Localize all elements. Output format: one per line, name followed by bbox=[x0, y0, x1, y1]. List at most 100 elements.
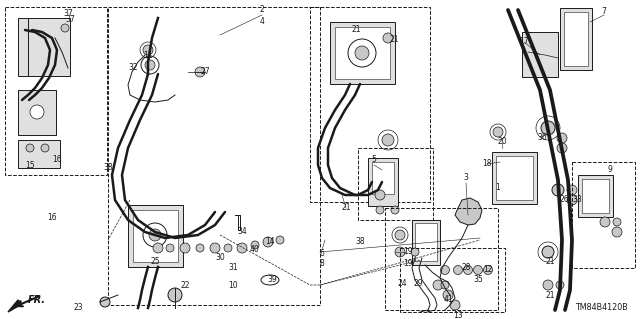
Text: 7: 7 bbox=[602, 8, 607, 17]
Text: 27: 27 bbox=[200, 68, 210, 77]
Text: 22: 22 bbox=[180, 280, 189, 290]
Text: 13: 13 bbox=[453, 311, 463, 319]
Bar bbox=[108, 7, 320, 305]
Text: TM84B4120B: TM84B4120B bbox=[575, 303, 628, 312]
Text: 6: 6 bbox=[319, 249, 324, 257]
Circle shape bbox=[474, 265, 483, 275]
Circle shape bbox=[251, 241, 259, 249]
Circle shape bbox=[613, 218, 621, 226]
Text: 18: 18 bbox=[483, 160, 492, 168]
Bar bbox=[385, 208, 498, 310]
Text: 4: 4 bbox=[260, 18, 264, 26]
Text: 11: 11 bbox=[143, 50, 153, 60]
Circle shape bbox=[224, 244, 232, 252]
Circle shape bbox=[375, 190, 385, 200]
Circle shape bbox=[143, 45, 153, 55]
Text: 32: 32 bbox=[128, 63, 138, 72]
Text: 12: 12 bbox=[483, 265, 493, 275]
Text: 21: 21 bbox=[389, 35, 399, 44]
Text: 29: 29 bbox=[413, 279, 423, 288]
Circle shape bbox=[355, 46, 369, 60]
Circle shape bbox=[600, 217, 610, 227]
Polygon shape bbox=[455, 198, 482, 225]
Text: 38: 38 bbox=[103, 164, 113, 173]
Bar bbox=[368, 158, 398, 206]
Circle shape bbox=[450, 300, 460, 310]
Text: 34: 34 bbox=[237, 227, 247, 236]
Circle shape bbox=[443, 290, 453, 300]
Circle shape bbox=[153, 243, 163, 253]
Circle shape bbox=[30, 105, 44, 119]
Text: 23: 23 bbox=[73, 303, 83, 313]
Circle shape bbox=[61, 24, 69, 32]
Bar bbox=[133, 210, 178, 262]
Text: 21: 21 bbox=[341, 204, 351, 212]
Text: 16: 16 bbox=[47, 213, 57, 222]
Bar bbox=[18, 18, 70, 76]
Circle shape bbox=[441, 281, 449, 289]
Text: 36: 36 bbox=[537, 132, 547, 142]
Bar bbox=[412, 220, 440, 265]
Circle shape bbox=[557, 143, 567, 153]
Circle shape bbox=[100, 297, 110, 307]
Text: 17: 17 bbox=[519, 38, 529, 47]
Bar bbox=[5, 7, 107, 175]
Bar bbox=[400, 248, 505, 312]
Circle shape bbox=[395, 230, 405, 240]
Text: 26: 26 bbox=[559, 196, 569, 204]
Bar bbox=[330, 22, 395, 84]
Bar bbox=[578, 175, 613, 217]
Circle shape bbox=[210, 243, 220, 253]
Text: 28: 28 bbox=[461, 263, 471, 271]
Bar bbox=[496, 156, 533, 200]
Bar bbox=[560, 8, 592, 70]
Bar bbox=[358, 148, 433, 220]
Text: 10: 10 bbox=[228, 280, 238, 290]
Circle shape bbox=[41, 144, 49, 152]
Circle shape bbox=[149, 229, 161, 241]
Text: 14: 14 bbox=[265, 238, 275, 247]
Circle shape bbox=[382, 134, 394, 146]
Circle shape bbox=[276, 236, 284, 244]
Bar bbox=[522, 32, 558, 77]
Circle shape bbox=[433, 280, 443, 290]
Text: 37: 37 bbox=[63, 9, 73, 18]
Circle shape bbox=[195, 67, 205, 77]
Circle shape bbox=[263, 237, 273, 247]
Circle shape bbox=[180, 243, 190, 253]
Circle shape bbox=[26, 144, 34, 152]
Text: 24: 24 bbox=[397, 279, 407, 288]
Bar bbox=[564, 12, 588, 66]
Circle shape bbox=[196, 244, 204, 252]
Circle shape bbox=[237, 243, 247, 253]
Bar bbox=[372, 162, 394, 194]
Circle shape bbox=[383, 33, 393, 43]
Circle shape bbox=[552, 184, 564, 196]
Bar bbox=[310, 7, 430, 202]
Text: 16: 16 bbox=[52, 155, 61, 165]
Bar bbox=[18, 140, 60, 168]
Circle shape bbox=[463, 265, 472, 275]
Text: 15: 15 bbox=[25, 160, 35, 169]
Circle shape bbox=[557, 133, 567, 143]
Text: 31: 31 bbox=[228, 263, 238, 272]
Text: 37: 37 bbox=[65, 15, 75, 24]
Circle shape bbox=[411, 248, 419, 256]
Text: 21: 21 bbox=[351, 26, 361, 34]
Circle shape bbox=[543, 280, 553, 290]
Circle shape bbox=[145, 60, 155, 70]
Text: 9: 9 bbox=[607, 166, 612, 174]
Bar bbox=[128, 205, 183, 267]
Bar bbox=[335, 27, 390, 79]
Text: 35: 35 bbox=[473, 276, 483, 285]
Circle shape bbox=[567, 185, 577, 195]
Circle shape bbox=[454, 265, 463, 275]
Text: 1: 1 bbox=[495, 182, 500, 191]
Text: FR.: FR. bbox=[28, 295, 46, 305]
Circle shape bbox=[395, 247, 405, 257]
Circle shape bbox=[376, 206, 384, 214]
Circle shape bbox=[556, 281, 564, 289]
Circle shape bbox=[166, 244, 174, 252]
Text: 40: 40 bbox=[250, 246, 260, 255]
Bar bbox=[18, 90, 56, 135]
